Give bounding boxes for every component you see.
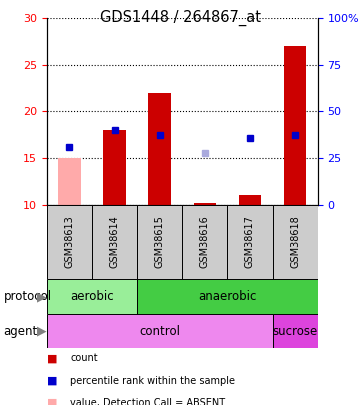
Bar bbox=[137, 279, 318, 314]
Text: agent: agent bbox=[4, 324, 38, 338]
Text: GSM38613: GSM38613 bbox=[65, 215, 74, 269]
Bar bbox=[239, 195, 261, 205]
Text: ▶: ▶ bbox=[37, 290, 46, 303]
Text: GSM38616: GSM38616 bbox=[200, 215, 210, 269]
Bar bbox=[47, 314, 273, 348]
Bar bbox=[182, 205, 227, 279]
Bar bbox=[227, 205, 273, 279]
Bar bbox=[148, 93, 171, 205]
Bar bbox=[47, 279, 137, 314]
Text: percentile rank within the sample: percentile rank within the sample bbox=[70, 376, 235, 386]
Text: GSM38615: GSM38615 bbox=[155, 215, 165, 269]
Text: GDS1448 / 264867_at: GDS1448 / 264867_at bbox=[100, 10, 261, 26]
Bar bbox=[103, 130, 126, 205]
Text: ■: ■ bbox=[47, 376, 57, 386]
Text: protocol: protocol bbox=[4, 290, 52, 303]
Text: aerobic: aerobic bbox=[70, 290, 114, 303]
Bar bbox=[92, 205, 137, 279]
Text: GSM38617: GSM38617 bbox=[245, 215, 255, 269]
Text: sucrose: sucrose bbox=[273, 324, 318, 338]
Text: count: count bbox=[70, 354, 98, 363]
Bar bbox=[193, 202, 216, 205]
Text: control: control bbox=[139, 324, 180, 338]
Text: value, Detection Call = ABSENT: value, Detection Call = ABSENT bbox=[70, 398, 226, 405]
Text: ■: ■ bbox=[47, 398, 57, 405]
Bar bbox=[137, 205, 182, 279]
Bar bbox=[284, 46, 306, 205]
Text: GSM38618: GSM38618 bbox=[290, 215, 300, 269]
Text: ▶: ▶ bbox=[37, 324, 46, 338]
Text: GSM38614: GSM38614 bbox=[110, 215, 119, 269]
Bar bbox=[47, 205, 92, 279]
Bar bbox=[273, 205, 318, 279]
Text: ■: ■ bbox=[47, 354, 57, 363]
Bar bbox=[273, 314, 318, 348]
Bar bbox=[58, 158, 81, 205]
Text: anaerobic: anaerobic bbox=[198, 290, 257, 303]
